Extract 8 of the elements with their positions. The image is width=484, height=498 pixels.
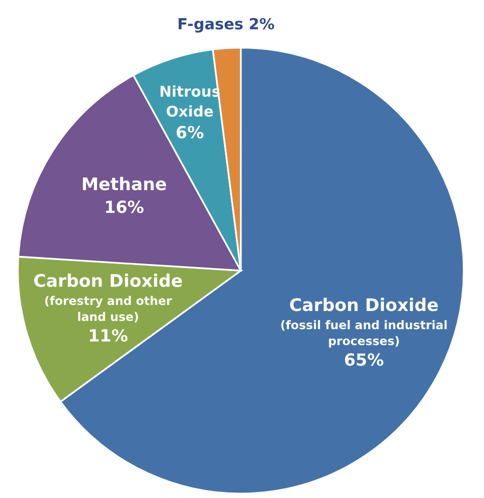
data-label: 65% — [345, 353, 384, 366]
data-label: 16% — [106, 200, 144, 214]
slice-label: Carbon Dioxide (forestry and other land use) — [34, 274, 182, 322]
data-label: 11% — [90, 329, 128, 342]
slice-label: F-gases 2% — [178, 18, 274, 33]
slice-label: Methane — [82, 176, 166, 190]
data-label: 6% — [176, 126, 204, 138]
slice-label: Carbon Dioxide (fossil fuel and industrial processes) — [281, 298, 447, 348]
